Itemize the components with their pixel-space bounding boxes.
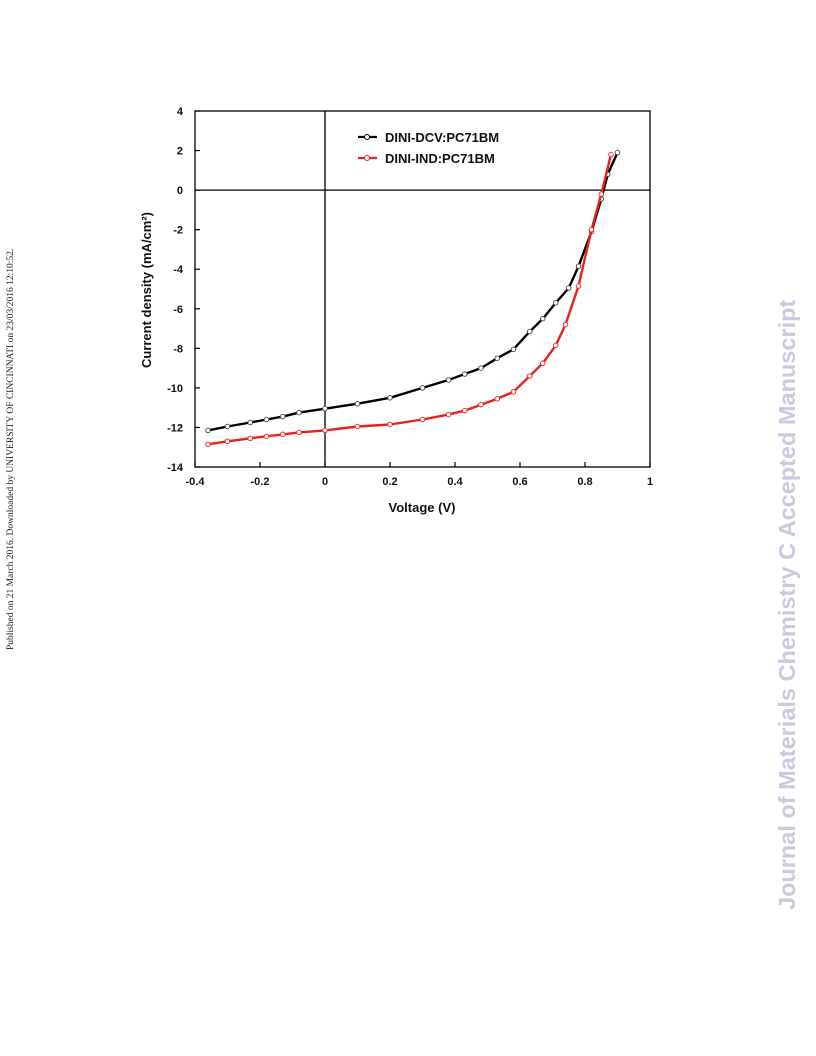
data-point <box>354 423 361 430</box>
data-point <box>566 285 572 291</box>
data-point <box>322 427 328 434</box>
legend-swatch-marker <box>364 155 370 161</box>
series-layer <box>205 149 621 448</box>
legend-swatch-marker <box>364 134 370 140</box>
data-point <box>247 435 253 442</box>
data-point <box>462 371 468 377</box>
data-point <box>387 421 393 428</box>
data-point <box>608 151 614 158</box>
y-tick-label: 0 <box>177 185 183 197</box>
y-tick-label: -2 <box>173 225 183 237</box>
data-point <box>527 328 533 335</box>
data-point <box>263 416 270 423</box>
series-line <box>207 152 619 432</box>
data-point <box>224 423 231 430</box>
data-point <box>280 431 286 438</box>
x-tick-label: -0.2 <box>251 476 270 488</box>
data-point <box>510 346 517 353</box>
data-point <box>296 429 302 436</box>
y-tick-label: -12 <box>167 422 183 434</box>
x-tick-label: 0.4 <box>447 476 463 488</box>
data-point <box>588 226 595 233</box>
x-axis-label: Voltage (V) <box>389 500 456 515</box>
data-point <box>614 149 621 156</box>
x-tick-label: 0.6 <box>512 476 527 488</box>
data-point <box>354 400 361 407</box>
legend: DINI-DCV:PC71BM DINI-IND:PC71BM <box>358 130 499 166</box>
y-tick-label: -14 <box>167 462 184 474</box>
data-point <box>575 263 582 270</box>
data-point <box>462 407 468 414</box>
y-tick-label: -4 <box>173 264 184 276</box>
data-point <box>494 396 501 402</box>
data-point <box>527 373 533 379</box>
data-point <box>205 427 211 434</box>
data-point <box>494 355 501 361</box>
axes-layer: -0.4 -0.2 0 0.2 0.4 0.6 0.8 1 4 2 0 -2 -4 -6 -8 -10 -12 -… <box>167 106 653 488</box>
data-point <box>553 300 559 306</box>
y-tick-label: -8 <box>173 343 183 355</box>
y-tick-label: 2 <box>177 146 183 158</box>
data-point <box>598 191 605 197</box>
series-group <box>205 149 621 434</box>
x-tick-label: 1 <box>647 476 653 488</box>
data-point <box>553 342 559 349</box>
data-point <box>562 321 569 328</box>
y-axis-label: Current density (mA/cm²) <box>139 212 154 368</box>
data-point <box>445 377 452 383</box>
legend-label: DINI-DCV:PC71BM <box>385 130 499 145</box>
data-point <box>247 419 253 426</box>
y-tick-label: -6 <box>173 304 183 316</box>
data-point <box>296 409 302 416</box>
data-point <box>478 365 484 371</box>
data-point <box>540 360 546 366</box>
data-point <box>387 395 393 401</box>
series-group <box>205 151 614 448</box>
data-point <box>205 441 211 448</box>
data-point <box>322 405 328 412</box>
data-point <box>263 433 270 440</box>
series-line <box>207 154 613 446</box>
x-tick-label: 0 <box>322 476 328 488</box>
data-point <box>540 315 546 322</box>
x-tick-label: -0.4 <box>186 476 206 488</box>
data-point <box>419 385 426 391</box>
x-tick-label: 0.8 <box>577 476 592 488</box>
data-point <box>280 413 286 420</box>
plot-frame <box>194 110 651 468</box>
x-tick-label: 0.2 <box>382 476 397 488</box>
data-point <box>445 411 452 418</box>
data-point <box>419 416 426 423</box>
y-tick-label: 4 <box>177 106 184 118</box>
legend-label: DINI-IND:PC71BM <box>385 151 495 166</box>
data-point <box>224 438 231 445</box>
y-tick-label: -10 <box>167 383 183 395</box>
data-point <box>575 283 582 289</box>
data-point <box>510 389 517 395</box>
data-point <box>478 401 484 408</box>
